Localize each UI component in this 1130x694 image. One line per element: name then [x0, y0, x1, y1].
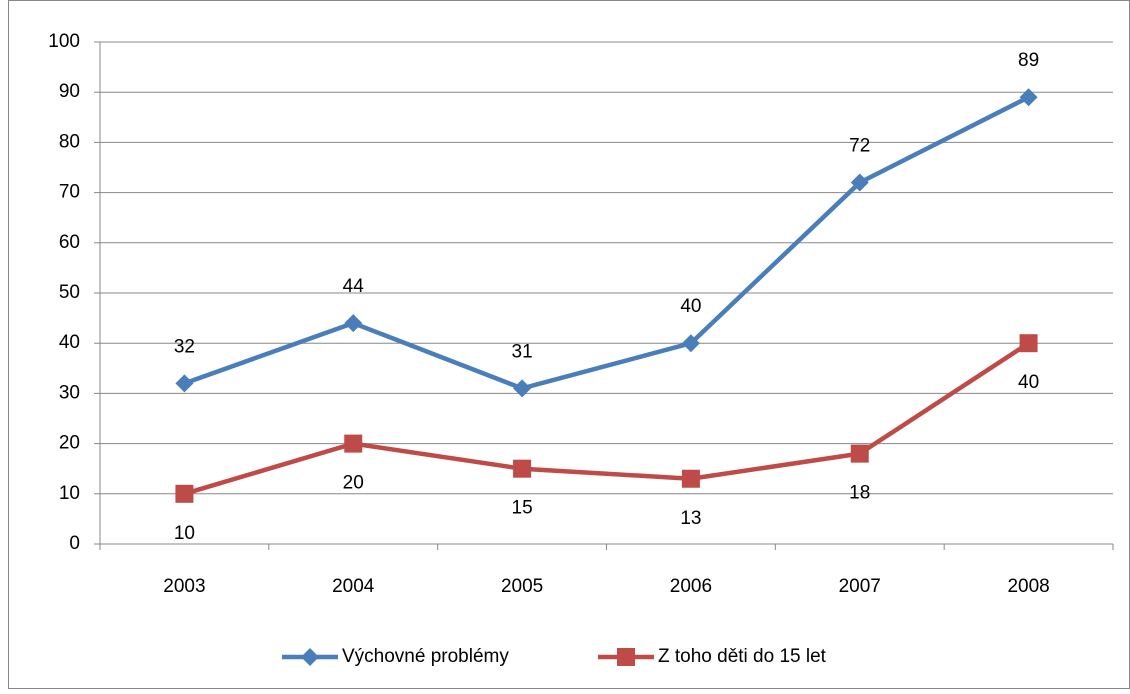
x-tick-label: 2005: [501, 576, 543, 597]
data-point: [513, 379, 532, 398]
series-line: [183, 341, 1030, 496]
data-label: 44: [343, 276, 365, 297]
x-tick-label: 2007: [839, 576, 881, 597]
data-label: 32: [174, 336, 195, 357]
legend-marker: [301, 648, 319, 666]
data-label: 89: [1018, 50, 1039, 71]
data-label: 10: [174, 523, 195, 544]
y-tick-label: 60: [59, 232, 80, 253]
legend-marker: [617, 648, 635, 666]
y-tick-label: 30: [59, 382, 80, 403]
y-tick-label: 0: [69, 533, 80, 554]
data-point: [1019, 334, 1038, 353]
y-tick-label: 70: [59, 182, 80, 203]
data-point: [850, 444, 869, 463]
x-tick-label: 2003: [163, 576, 205, 597]
data-point: [344, 314, 363, 333]
chart-frame: [8, 0, 1130, 689]
data-label: 15: [512, 498, 533, 519]
y-tick-label: 90: [59, 81, 80, 102]
data-point: [344, 434, 363, 453]
series-line: [183, 95, 1030, 391]
y-tick-label: 40: [59, 332, 80, 353]
data-point: [175, 374, 194, 393]
data-point: [681, 334, 700, 353]
data-point: [1019, 88, 1038, 107]
data-label: 40: [1018, 372, 1039, 393]
data-point: [175, 484, 194, 503]
data-label: 20: [343, 473, 364, 494]
y-tick-label: 10: [59, 483, 80, 504]
x-tick-label: 2008: [1007, 576, 1049, 597]
x-tick-label: 2006: [670, 576, 712, 597]
y-tick-label: 80: [59, 131, 80, 152]
data-point: [513, 459, 532, 478]
y-tick-label: 100: [48, 31, 80, 52]
data-point: [850, 173, 869, 192]
legend-label: Z toho děti do 15 let: [658, 646, 827, 667]
data-label: 40: [680, 296, 701, 317]
data-label: 72: [849, 136, 870, 157]
y-tick-label: 20: [59, 433, 80, 454]
data-label: 31: [512, 341, 533, 362]
legend-label: Výchovné problémy: [342, 646, 509, 667]
y-tick-label: 50: [59, 282, 80, 303]
data-label: 13: [680, 508, 701, 529]
x-tick-label: 2004: [332, 576, 375, 597]
data-label: 18: [849, 483, 870, 504]
data-point: [681, 469, 700, 488]
